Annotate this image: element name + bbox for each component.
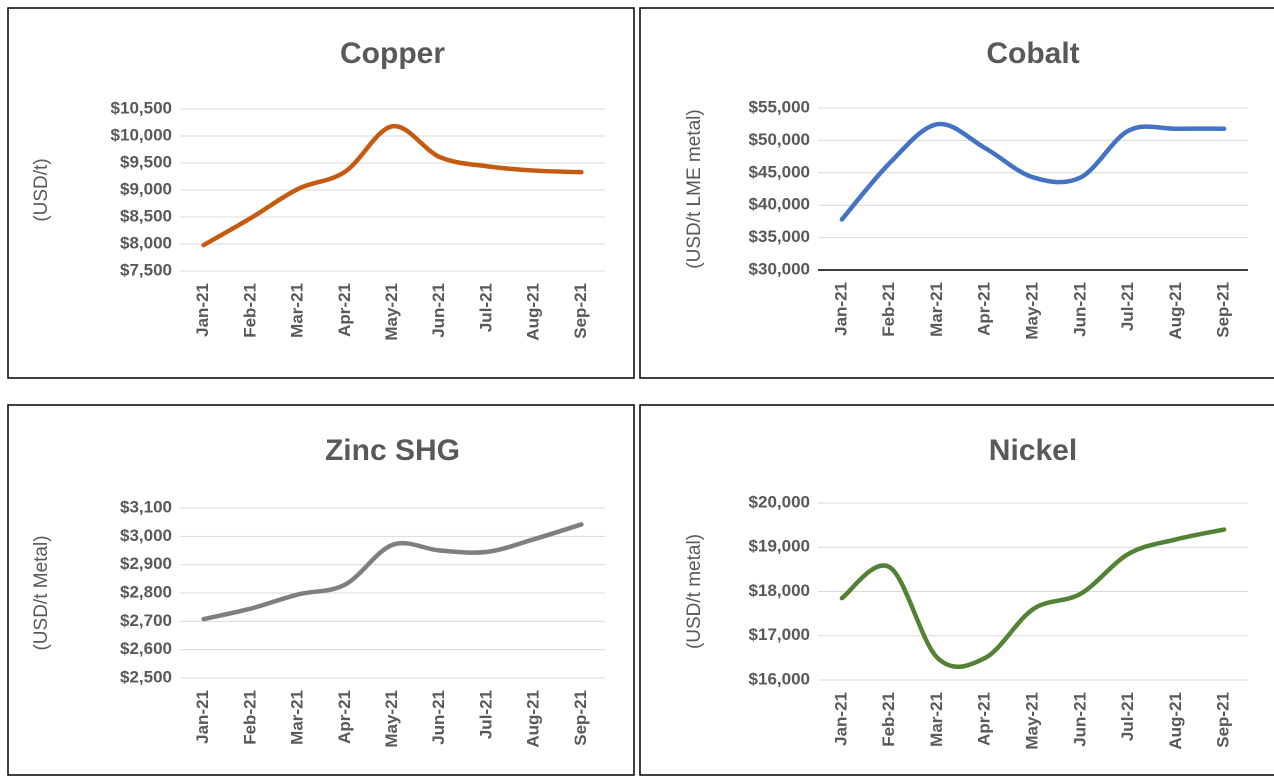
y-axis-title: (USD/t Metal)	[31, 535, 52, 650]
x-tick-label: Sep-21	[1214, 692, 1233, 748]
y-tick-label: $2,500	[120, 667, 172, 686]
x-tick-label: Feb-21	[240, 690, 259, 745]
x-tick-label: Mar-21	[927, 282, 946, 337]
y-tick-label: $20,000	[749, 492, 810, 511]
x-tick-label: Jan-21	[193, 690, 212, 744]
y-tick-label: $10,500	[111, 98, 172, 117]
x-tick-label: May-21	[382, 283, 401, 341]
y-tick-label: $30,000	[749, 259, 810, 278]
x-tick-label: Jul-21	[476, 690, 495, 739]
y-tick-label: $45,000	[749, 162, 810, 181]
x-tick-label: Jun-21	[1070, 282, 1089, 337]
y-tick-label: $2,600	[120, 639, 172, 658]
x-tick-label: Jul-21	[476, 283, 495, 332]
chart-title: Cobalt	[986, 37, 1079, 70]
y-tick-label: $50,000	[749, 130, 810, 149]
y-axis-title: (USD/t)	[31, 158, 52, 221]
x-tick-label: Jan-21	[831, 282, 850, 336]
y-tick-label: $10,000	[111, 125, 172, 144]
data-line	[201, 522, 584, 622]
x-tick-label: Sep-21	[571, 283, 590, 339]
x-tick-label: May-21	[382, 690, 401, 748]
x-tick-label: Jan-21	[831, 692, 850, 746]
data-line	[201, 124, 584, 248]
y-tick-label: $17,000	[749, 625, 810, 644]
y-tick-label: $35,000	[749, 227, 810, 246]
panel-frame	[7, 404, 635, 776]
x-tick-label: Aug-21	[524, 283, 543, 341]
x-tick-label: Feb-21	[879, 282, 898, 337]
x-tick-label: Mar-21	[927, 692, 946, 747]
x-tick-label: Apr-21	[335, 690, 354, 744]
x-tick-label: Feb-21	[879, 692, 898, 747]
y-tick-label: $7,500	[120, 260, 172, 279]
x-tick-label: May-21	[1022, 692, 1041, 750]
x-tick-label: Aug-21	[1166, 282, 1185, 340]
x-tick-label: Aug-21	[1166, 692, 1185, 750]
chart-title: Copper	[340, 37, 445, 70]
y-tick-label: $3,100	[120, 497, 172, 516]
y-tick-label: $8,500	[120, 206, 172, 225]
y-axis-title: (USD/t metal)	[684, 534, 705, 649]
data-line	[839, 121, 1227, 222]
y-tick-label: $40,000	[749, 195, 810, 214]
y-tick-label: $55,000	[749, 97, 810, 116]
x-tick-label: Apr-21	[975, 282, 994, 336]
x-tick-label: Jun-21	[429, 690, 448, 745]
x-tick-label: May-21	[1022, 282, 1041, 340]
x-tick-label: Jul-21	[1118, 282, 1137, 331]
y-tick-label: $19,000	[749, 537, 810, 556]
panel-frame	[639, 7, 1274, 379]
chart-title: Nickel	[989, 434, 1077, 467]
y-tick-label: $9,000	[120, 179, 172, 198]
x-tick-label: Jan-21	[193, 283, 212, 337]
x-tick-label: Apr-21	[335, 283, 354, 337]
y-tick-label: $2,700	[120, 611, 172, 630]
y-axis-title: (USD/t LME metal)	[684, 109, 705, 268]
y-tick-label: $8,000	[120, 233, 172, 252]
x-tick-label: Jun-21	[1070, 692, 1089, 747]
x-tick-label: Mar-21	[288, 283, 307, 338]
x-tick-label: Feb-21	[240, 283, 259, 338]
x-tick-label: Mar-21	[288, 690, 307, 745]
y-tick-label: $2,900	[120, 554, 172, 573]
panel-frame	[639, 404, 1274, 776]
x-tick-label: Sep-21	[1214, 282, 1233, 338]
panel-frame	[7, 7, 635, 379]
y-tick-label: $3,000	[120, 526, 172, 545]
x-tick-label: Apr-21	[975, 692, 994, 746]
x-tick-label: Sep-21	[571, 690, 590, 746]
x-tick-label: Jul-21	[1118, 692, 1137, 741]
y-tick-label: $2,800	[120, 582, 172, 601]
y-tick-label: $18,000	[749, 581, 810, 600]
y-tick-label: $16,000	[749, 669, 810, 688]
x-tick-label: Aug-21	[524, 690, 543, 748]
x-tick-label: Jun-21	[429, 283, 448, 338]
data-line	[839, 527, 1227, 669]
chart-title: Zinc SHG	[325, 434, 460, 467]
y-tick-label: $9,500	[120, 152, 172, 171]
